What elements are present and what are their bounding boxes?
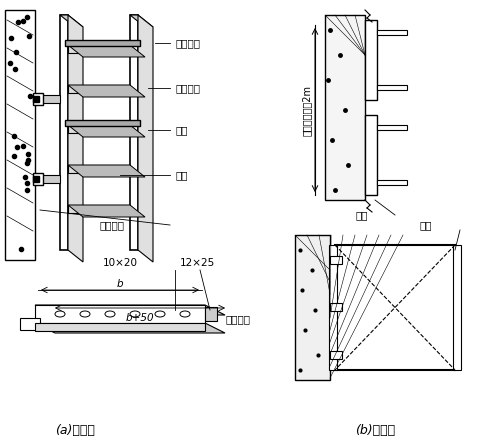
Polygon shape — [68, 45, 145, 57]
Text: 槽锂: 槽锂 — [356, 210, 368, 220]
Bar — [33, 93, 43, 105]
Bar — [68, 125, 130, 133]
Bar — [35, 323, 205, 331]
Bar — [20, 318, 40, 330]
Text: 10×20: 10×20 — [103, 258, 138, 268]
Bar — [33, 173, 43, 185]
Ellipse shape — [180, 311, 190, 317]
Bar — [35, 305, 205, 323]
Text: (b)方式二: (b)方式二 — [355, 424, 395, 436]
Text: 12×25: 12×25 — [180, 258, 215, 268]
Bar — [365, 20, 377, 100]
Bar — [453, 245, 461, 370]
Text: 膨胀螺栋: 膨胀螺栋 — [100, 220, 125, 230]
Ellipse shape — [80, 311, 90, 317]
Bar — [377, 125, 407, 130]
Bar — [330, 351, 342, 359]
Bar — [365, 115, 377, 195]
Bar — [295, 235, 330, 380]
Bar — [377, 180, 407, 185]
Polygon shape — [60, 15, 83, 27]
Text: b: b — [117, 279, 123, 289]
Bar — [330, 303, 342, 311]
Bar — [330, 256, 342, 264]
Bar — [68, 205, 130, 213]
Ellipse shape — [55, 311, 65, 317]
Bar — [205, 307, 217, 321]
Polygon shape — [138, 15, 153, 262]
Bar — [68, 85, 130, 93]
Text: b+50: b+50 — [126, 313, 154, 323]
Bar — [5, 10, 35, 260]
Polygon shape — [68, 15, 83, 262]
Text: 连接螺栋: 连接螺栋 — [175, 83, 200, 93]
Bar — [65, 40, 140, 46]
Polygon shape — [68, 85, 145, 97]
Polygon shape — [68, 165, 145, 177]
Bar — [335, 245, 455, 370]
Bar — [377, 30, 407, 35]
Polygon shape — [130, 15, 153, 27]
Polygon shape — [35, 323, 225, 333]
Text: 固定压板: 固定压板 — [175, 38, 200, 48]
Text: 扁锂托蟂: 扁锂托蟂 — [225, 314, 250, 324]
Bar — [60, 15, 68, 250]
Polygon shape — [68, 205, 145, 217]
Bar — [68, 45, 130, 53]
Text: (a)方式一: (a)方式一 — [55, 424, 95, 436]
Text: 槽锂: 槽锂 — [420, 220, 432, 230]
Polygon shape — [68, 125, 145, 137]
Bar — [329, 245, 337, 370]
Bar — [35, 95, 60, 103]
Text: 固定间距小于2m: 固定间距小于2m — [302, 84, 312, 135]
Bar — [65, 120, 140, 126]
Bar — [377, 85, 407, 90]
Text: 托臂: 托臂 — [175, 170, 187, 180]
Polygon shape — [35, 305, 225, 315]
Bar — [325, 15, 365, 200]
Bar — [35, 175, 60, 183]
Ellipse shape — [105, 311, 115, 317]
Bar — [68, 165, 130, 173]
Text: 桥架: 桥架 — [175, 125, 187, 135]
Ellipse shape — [155, 311, 165, 317]
Bar — [130, 15, 138, 250]
Ellipse shape — [130, 311, 140, 317]
